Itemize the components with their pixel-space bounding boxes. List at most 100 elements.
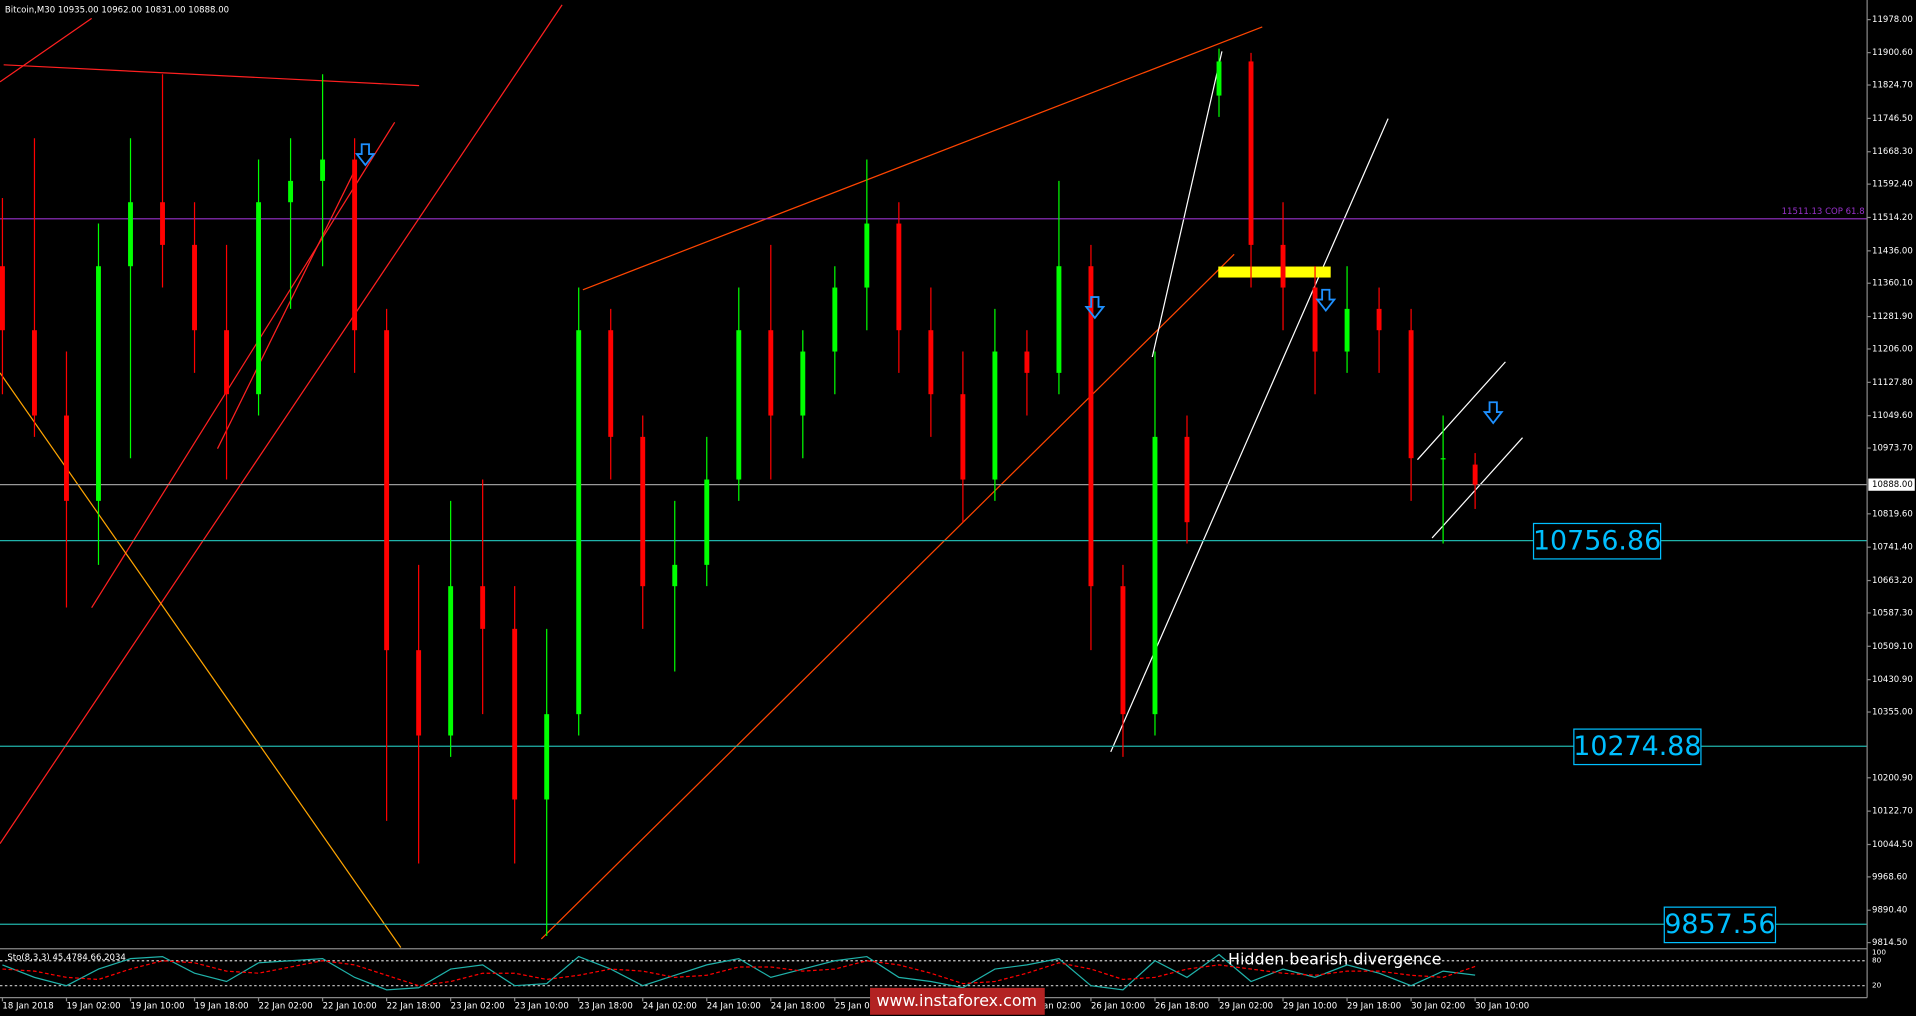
level-box	[1663, 906, 1777, 944]
candle-body	[1312, 287, 1318, 352]
candle-body	[320, 159, 326, 181]
candle-body	[160, 202, 165, 245]
x-tick-label: 24 Jan 10:00	[707, 1002, 761, 1012]
y-tick-label: 10741.40	[1872, 543, 1913, 553]
candle-body	[1120, 586, 1126, 715]
y-tick-label: 10819.60	[1872, 509, 1913, 519]
x-tick-label: 30 Jan 10:00	[1475, 1002, 1529, 1012]
candle-body	[768, 330, 774, 416]
candle-body	[1376, 308, 1382, 331]
candle-body	[992, 351, 998, 480]
watermark[interactable]: www.instaforex.com	[870, 987, 1045, 1015]
candle-body	[352, 159, 358, 331]
candle-body	[128, 202, 133, 267]
candle-body	[448, 586, 454, 736]
down-arrow	[354, 143, 376, 167]
y-tick-label: 11436.00	[1872, 246, 1913, 256]
resistance-zone	[1218, 266, 1331, 278]
x-tick-label: 26 Jan 10:00	[1091, 1002, 1145, 1012]
indicator-tick-label: 100	[1872, 947, 1886, 956]
x-tick-label: 18 Jan 2018	[2, 1002, 53, 1012]
y-tick-label: 11592.40	[1872, 180, 1913, 190]
level-label: 11511.13 COP 61.8	[1782, 207, 1865, 217]
trend-line	[91, 121, 396, 608]
candle-body	[416, 650, 422, 736]
candle-body	[1280, 244, 1286, 288]
candle-body	[800, 351, 806, 416]
candle-body	[64, 415, 69, 501]
x-tick-label: 19 Jan 10:00	[131, 1002, 185, 1012]
y-tick-label: 10355.00	[1872, 708, 1913, 718]
down-arrow	[1482, 401, 1504, 425]
current-price-box	[1868, 478, 1915, 491]
x-tick-label: 23 Jan 02:00	[451, 1002, 505, 1012]
candle-body	[1184, 436, 1190, 523]
current-price-label: 10888.00	[1872, 480, 1913, 490]
candle-body	[608, 330, 614, 437]
candle-body	[1024, 351, 1030, 373]
trend-line	[582, 26, 1263, 291]
candle-body	[384, 330, 390, 651]
trend-line	[1416, 361, 1506, 461]
x-tick-label: 19 Jan 18:00	[195, 1002, 249, 1012]
y-tick-label: 11746.50	[1872, 114, 1913, 124]
y-tick-label: 11049.60	[1872, 411, 1913, 421]
candle-body	[192, 244, 197, 331]
candle-body	[288, 180, 294, 203]
candle-body	[480, 586, 486, 629]
x-tick-label: 24 Jan 02:00	[643, 1002, 697, 1012]
level-box	[1532, 522, 1662, 560]
x-tick-label: 22 Jan 10:00	[323, 1002, 377, 1012]
trend-line	[1431, 437, 1523, 539]
candle-body	[864, 223, 870, 288]
y-tick-label: 11668.30	[1872, 147, 1913, 157]
x-tick-label: 19 Jan 02:00	[66, 1002, 120, 1012]
candle-body	[576, 330, 582, 715]
candle-body	[96, 266, 101, 501]
annotation: Hidden bearish divergence	[1228, 949, 1442, 968]
x-tick-label: 22 Jan 18:00	[387, 1002, 441, 1012]
trend-line	[3, 64, 420, 87]
y-tick-label: 10973.70	[1872, 444, 1913, 454]
candle-body	[544, 714, 550, 800]
x-tick-label: 29 Jan 02:00	[1219, 1002, 1273, 1012]
down-arrow	[1315, 288, 1337, 313]
trend-line	[540, 253, 1235, 940]
level-label: 10274.88	[1573, 731, 1701, 762]
y-tick-label: 10430.90	[1872, 675, 1913, 685]
watermark-text[interactable]: www.instaforex.com	[877, 991, 1038, 1010]
y-tick-label: 11824.70	[1872, 81, 1913, 91]
x-tick-label: 30 Jan 02:00	[1411, 1002, 1465, 1012]
candle-body	[512, 628, 518, 800]
y-tick-label: 10509.10	[1872, 642, 1913, 652]
x-tick-label: 22 Jan 02:00	[259, 1002, 313, 1012]
y-tick-label: 9968.60	[1872, 872, 1907, 882]
trend-line	[1151, 51, 1223, 358]
candle-body	[672, 564, 678, 587]
y-tick-label: 11514.20	[1872, 213, 1913, 223]
y-tick-label: 11900.60	[1872, 48, 1913, 58]
candle-body	[1472, 464, 1478, 485]
y-tick-label: 11281.90	[1872, 312, 1913, 322]
candle-body	[0, 266, 5, 331]
x-tick-label: 26 Jan 02:00	[1027, 1002, 1081, 1012]
candle-body	[640, 436, 646, 587]
candle-body	[1152, 436, 1158, 715]
candle-body	[1216, 61, 1222, 96]
indicator-tick-label: 80	[1872, 956, 1882, 965]
y-tick-label: 9890.40	[1872, 906, 1907, 916]
indicator-title: Sto(8,3,3) 45.4784 66.2034	[7, 953, 126, 963]
candle-body	[1344, 308, 1350, 352]
watermark-box	[870, 987, 1045, 1015]
y-tick-label: 10044.50	[1872, 840, 1913, 850]
candle-body	[1248, 61, 1254, 245]
x-tick-label: 25 Jan 02:00	[835, 1002, 889, 1012]
level-label: 10756.86	[1533, 525, 1661, 556]
x-tick-label: 23 Jan 18:00	[579, 1002, 633, 1012]
indicator-line	[2, 953, 1476, 991]
level-label: 9857.56	[1664, 909, 1775, 940]
candle-body	[832, 287, 838, 352]
y-tick-label: 11360.10	[1872, 279, 1913, 289]
